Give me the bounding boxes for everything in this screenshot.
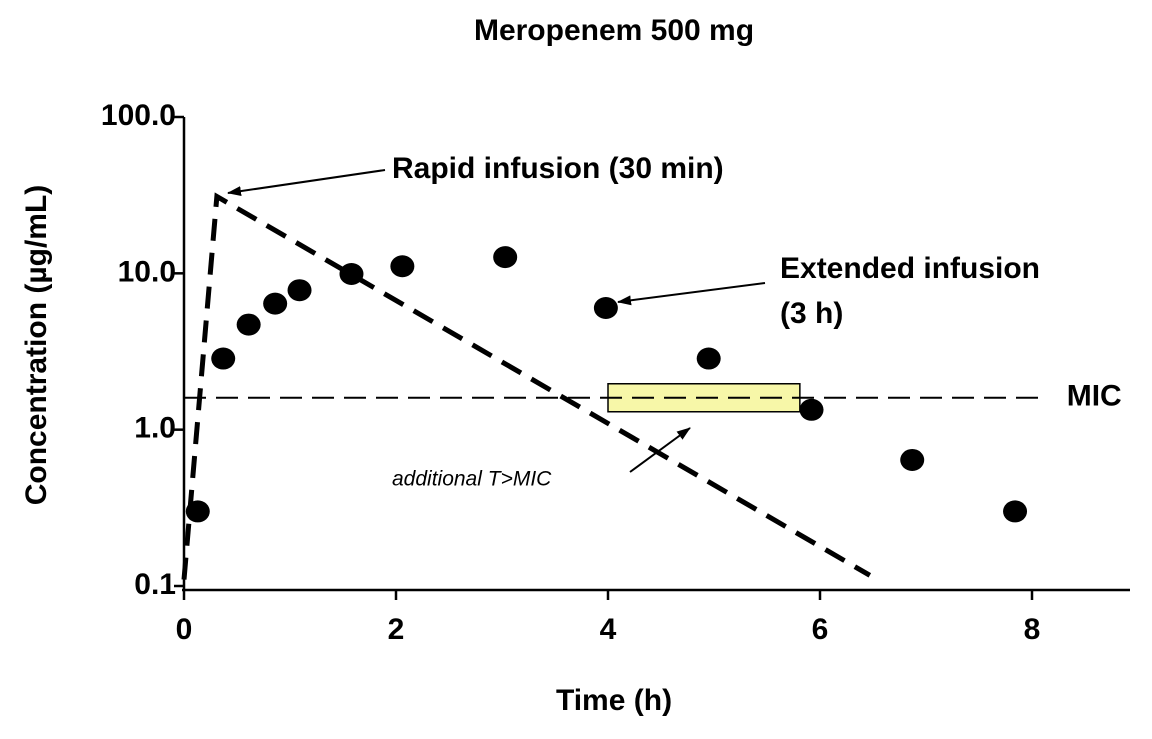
data-point [696, 347, 721, 370]
annotation: Rapid infusion (30 min) [392, 152, 724, 185]
x-tick-label: 6 [812, 613, 829, 646]
rapid-infusion-line [181, 192, 872, 580]
arrow [629, 427, 691, 473]
data-point [263, 292, 288, 315]
data-point [287, 279, 312, 302]
annotation: Extended infusion [780, 252, 1040, 285]
x-axis-label: Time (h) [556, 684, 672, 717]
annotation: (3 h) [780, 297, 843, 330]
data-point [185, 500, 210, 523]
y-tick-label: 10.0 [118, 255, 176, 288]
data-point [493, 246, 518, 269]
data-point [1003, 500, 1028, 523]
arrow [227, 169, 386, 197]
data-point [236, 313, 261, 336]
y-tick-label: 100.0 [101, 99, 176, 132]
x-tick-label: 2 [388, 613, 405, 646]
data-point [211, 347, 236, 370]
data-point [593, 297, 618, 320]
arrow [617, 282, 766, 306]
mic-label: MIC [1067, 380, 1122, 413]
data-point [339, 263, 364, 286]
y-tick-label: 1.0 [134, 412, 176, 445]
data-point [799, 398, 824, 421]
x-tick-label: 0 [176, 613, 193, 646]
annotation: additional T>MIC [392, 468, 552, 491]
data-point [900, 448, 925, 471]
data-point [390, 255, 415, 278]
chart-title: Meropenem 500 mg [474, 14, 754, 47]
y-axis-label: Concentration (µg/mL) [20, 185, 53, 506]
x-tick-label: 4 [600, 613, 617, 646]
y-tick-label: 0.1 [134, 568, 176, 601]
x-tick-label: 8 [1024, 613, 1041, 646]
